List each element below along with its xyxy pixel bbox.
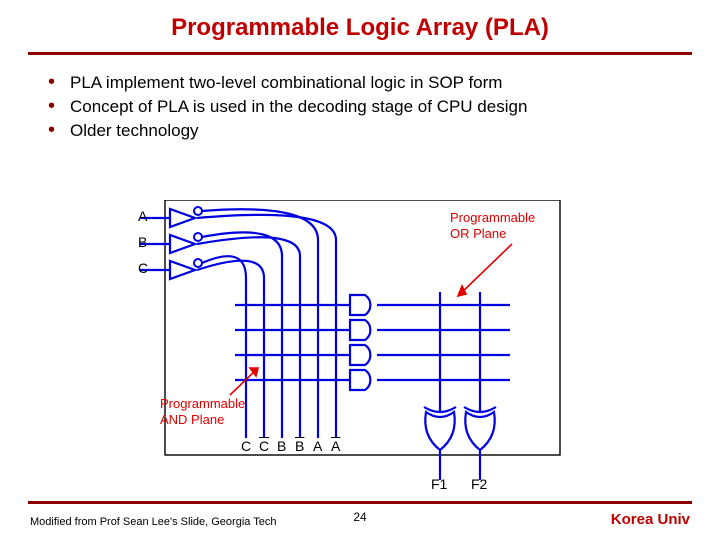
and-col-1: C (259, 438, 269, 454)
and-plane-label-2: AND Plane (160, 412, 224, 427)
input-buffer-b (140, 233, 202, 253)
output-label-f2: F2 (471, 476, 487, 492)
input-buffer-a (140, 207, 202, 227)
bullet-item: Older technology (48, 121, 680, 141)
output-label-f1: F1 (431, 476, 447, 492)
input-label-b: B (138, 234, 147, 250)
or-gate-f2 (464, 407, 496, 480)
footer-rule (28, 501, 692, 504)
and-gates (235, 295, 510, 390)
input-label-c: C (138, 260, 148, 276)
or-plane-label-1: Programmable (450, 210, 535, 225)
bullet-item: Concept of PLA is used in the decoding s… (48, 97, 680, 117)
and-col-4: A (313, 438, 322, 454)
or-plane-label-2: OR Plane (450, 226, 506, 241)
and-col-5: A (331, 438, 340, 454)
and-col-3: B (295, 438, 304, 454)
input-label-a: A (138, 208, 147, 224)
footer-affiliation: Korea Univ (611, 511, 690, 528)
and-plane-arrow (230, 368, 258, 395)
and-col-2: B (277, 438, 286, 454)
input-buffer-c (140, 259, 202, 279)
bullet-list: PLA implement two-level combinational lo… (48, 73, 680, 141)
pla-diagram: A B C Programmable OR Plane Programmable… (140, 200, 580, 495)
or-plane-wires (440, 292, 480, 412)
or-plane-arrow (458, 244, 512, 296)
title-rule (28, 52, 692, 55)
or-gate-f1 (424, 407, 456, 480)
bullet-item: PLA implement two-level combinational lo… (48, 73, 680, 93)
and-plane-label-1: Programmable (160, 396, 245, 411)
and-col-0: C (241, 438, 251, 454)
slide-title: Programmable Logic Array (PLA) (0, 0, 720, 52)
